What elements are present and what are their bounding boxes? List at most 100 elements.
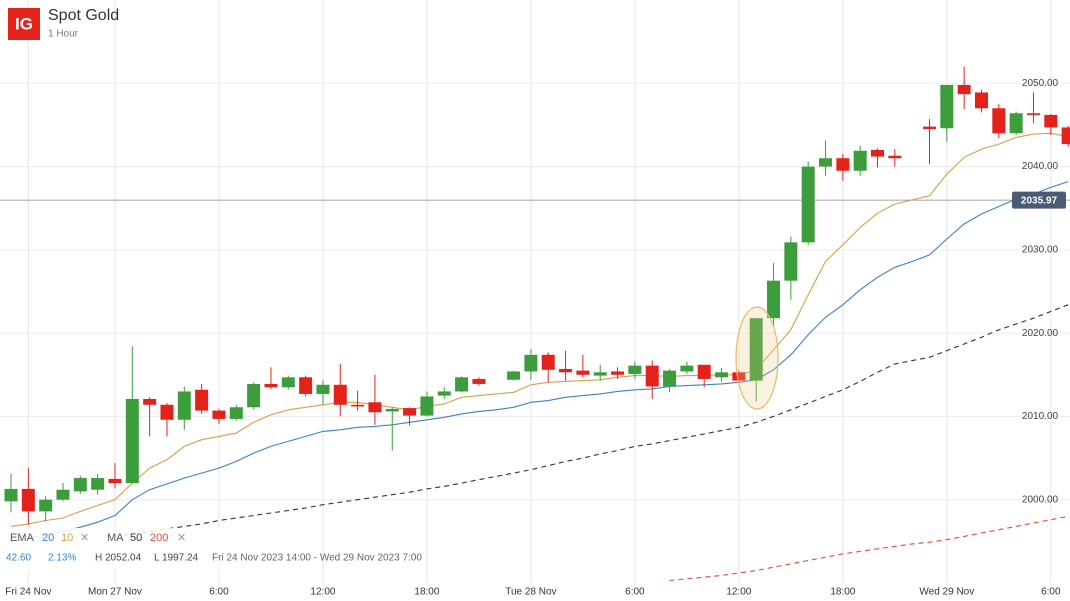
candle-body <box>368 402 382 413</box>
candle-body <box>957 84 971 95</box>
legend-box <box>0 528 240 570</box>
candle-body <box>91 478 105 490</box>
candle-body <box>974 92 988 109</box>
title: Spot Gold <box>48 7 119 24</box>
candle-body <box>732 372 746 381</box>
candle-body <box>853 150 867 171</box>
candle-body <box>1044 114 1058 128</box>
candle-body <box>143 398 157 405</box>
candles <box>4 66 1070 525</box>
candle-body <box>299 377 313 394</box>
candle-body <box>403 408 417 416</box>
overlay: IG Spot Gold 1 Hour EMA 20 10 ✕ MA 50 20… <box>0 7 1066 598</box>
y-tick-label: 2030.00 <box>1022 244 1059 255</box>
candle-body <box>524 354 538 372</box>
candle-body <box>385 408 399 412</box>
candle-body <box>663 370 677 387</box>
candle-body <box>455 377 469 392</box>
price-label-box <box>1012 191 1066 209</box>
candle-body <box>749 318 763 381</box>
candle-body <box>1061 127 1070 145</box>
legend-group: EMA <box>10 532 35 544</box>
candle-body <box>871 149 884 157</box>
candle-body <box>801 166 815 243</box>
candle-body <box>593 372 607 376</box>
candle-body <box>281 377 295 388</box>
legend-entry[interactable]: 10 <box>61 532 73 544</box>
candle-body <box>125 398 139 484</box>
x-tick-label: Wed 29 Nov <box>919 587 974 598</box>
candle-body <box>697 364 711 379</box>
remove-icon[interactable]: ✕ <box>80 532 89 544</box>
logo-box <box>8 8 40 40</box>
candle-body <box>21 488 35 512</box>
grid <box>0 0 1070 583</box>
x-tick-label: 18:00 <box>414 587 439 598</box>
highlight <box>735 306 779 410</box>
candle-body <box>541 354 555 370</box>
legend-entry[interactable]: 200 <box>150 532 168 544</box>
candle-body <box>229 407 243 419</box>
subtitle: 1 Hour <box>48 29 79 40</box>
candle-body <box>73 478 87 492</box>
x-tick-label: 6:00 <box>209 587 229 598</box>
candle-body <box>888 155 902 159</box>
x-tick-label: 6:00 <box>625 587 645 598</box>
remove-icon[interactable]: ✕ <box>177 532 186 544</box>
y-tick-label: 2010.00 <box>1022 411 1059 422</box>
candle-body <box>420 396 434 416</box>
candle-body <box>645 365 659 387</box>
change: 42.60 <box>6 553 31 564</box>
candle-body <box>264 383 278 388</box>
legend-entry[interactable]: 50 <box>130 532 142 544</box>
candle-body <box>611 371 625 375</box>
candle-body <box>784 242 798 281</box>
candle-body <box>212 410 226 419</box>
candle-body <box>819 158 833 167</box>
x-tick-label: Fri 24 Nov <box>5 587 51 598</box>
indicators <box>10 132 1069 582</box>
date-range: Fri 24 Nov 2023 14:00 - Wed 29 Nov 2023 … <box>212 553 422 564</box>
y-tick-label: 2040.00 <box>1022 161 1059 172</box>
candle-body <box>715 372 729 378</box>
candle-body <box>39 499 53 512</box>
candle-body <box>333 384 347 405</box>
candle-body <box>576 370 590 375</box>
legend-group: MA <box>107 532 124 544</box>
x-tick-label: 6:00 <box>1041 587 1061 598</box>
indicator-line <box>10 181 1069 542</box>
indicator-line <box>10 132 1069 527</box>
candle-body <box>767 280 781 319</box>
y-tick-label: 2020.00 <box>1022 328 1059 339</box>
candle-body <box>108 478 122 484</box>
candle-body <box>507 371 521 380</box>
candle-body <box>316 384 330 394</box>
candle-body <box>922 126 936 130</box>
x-tick-label: 12:00 <box>726 587 751 598</box>
candle-body <box>940 84 954 129</box>
candle-body <box>4 488 18 502</box>
candle-body <box>247 383 261 408</box>
candle-body <box>472 378 486 384</box>
candle-body <box>680 365 694 372</box>
x-tick-label: 12:00 <box>310 587 335 598</box>
candle-body <box>628 365 642 374</box>
candle-body <box>351 404 365 407</box>
candle-body <box>1009 113 1023 134</box>
candle-body <box>1026 113 1040 115</box>
candle-body <box>836 158 850 171</box>
x-tick-label: Tue 28 Nov <box>505 587 556 598</box>
candle-body <box>160 404 174 420</box>
candle-body <box>195 389 209 411</box>
indicator-line <box>669 515 1069 582</box>
legend-entry[interactable]: 20 <box>42 532 54 544</box>
candle-body <box>177 391 191 420</box>
candle-body <box>992 108 1006 134</box>
x-tick-label: 18:00 <box>830 587 855 598</box>
logo: IG <box>15 14 33 33</box>
y-tick-label: 2050.00 <box>1022 78 1059 89</box>
price-label: 2035.97 <box>1021 195 1058 206</box>
candle-body <box>437 391 451 396</box>
